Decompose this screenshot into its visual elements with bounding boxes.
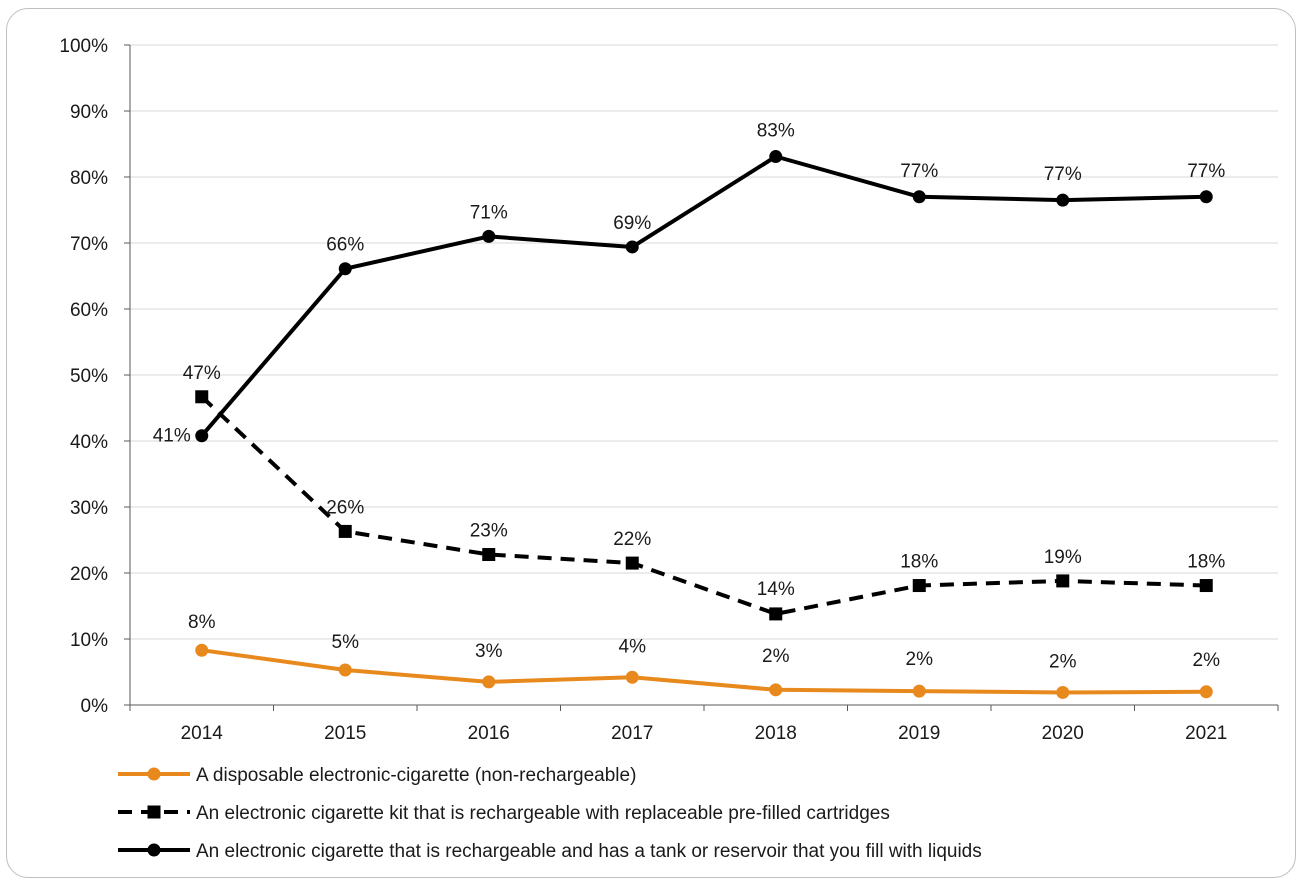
legend: A disposable electronic-cigarette (non-r… <box>118 765 982 862</box>
data-label: 47% <box>183 363 221 384</box>
y-tick-label: 50% <box>70 366 108 387</box>
data-point-marker <box>195 429 209 443</box>
series-lines <box>200 154 1207 695</box>
legend-marker <box>147 767 161 781</box>
x-tick-label: 2015 <box>324 723 366 744</box>
y-tick-label: 0% <box>81 696 109 717</box>
series-line <box>201 648 1207 695</box>
data-label: 3% <box>475 641 503 662</box>
data-point-marker <box>912 684 926 698</box>
data-point-marker <box>338 262 352 276</box>
data-point-marker <box>1199 685 1213 699</box>
legend-marker <box>147 843 161 857</box>
y-tick-label: 10% <box>70 630 108 651</box>
data-point-marker <box>1056 685 1070 699</box>
data-point-marker <box>912 190 926 204</box>
y-tick-label: 80% <box>70 168 108 189</box>
data-label: 77% <box>1187 161 1225 182</box>
y-tick-label: 60% <box>70 300 108 321</box>
data-point-marker <box>482 229 496 243</box>
chart-frame <box>6 8 1296 878</box>
data-label: 22% <box>613 529 651 550</box>
data-point-marker <box>482 675 496 689</box>
y-tick-label: 40% <box>70 432 108 453</box>
data-point-marker <box>338 663 352 677</box>
data-label: 26% <box>326 497 364 518</box>
data-label: 2% <box>906 649 934 670</box>
data-point-marker <box>195 390 209 404</box>
x-tick-label: 2020 <box>1042 723 1084 744</box>
data-label: 69% <box>613 213 651 234</box>
data-label: 5% <box>332 632 360 653</box>
gridlines <box>130 44 1278 640</box>
x-tick-label: 2018 <box>755 723 797 744</box>
data-point-marker <box>482 548 496 562</box>
data-label: 2% <box>762 646 790 667</box>
x-tick-label: 2021 <box>1185 723 1227 744</box>
x-tick-label: 2017 <box>611 723 653 744</box>
x-axis-tick-labels: 2014 2015 2016 2017 2018 2019 2020 2021 <box>181 723 1228 744</box>
data-point-marker <box>195 643 209 657</box>
y-axis-tick-labels: 0% 10% 20% 30% 40% 50% 60% 70% 80% 90% 100% <box>59 36 108 717</box>
data-label: 4% <box>619 636 647 657</box>
data-label: 2% <box>1049 651 1077 672</box>
series-line <box>200 395 1207 616</box>
series-line <box>200 154 1207 438</box>
data-point-marker <box>625 240 639 254</box>
data-point-marker <box>912 579 926 593</box>
data-label: 18% <box>900 552 938 573</box>
x-tick-label: 2014 <box>181 723 224 744</box>
y-tick-label: 20% <box>70 564 108 585</box>
legend-label: An electronic cigarette that is recharge… <box>196 841 982 862</box>
data-point-marker <box>769 150 783 164</box>
data-label: 71% <box>470 202 508 223</box>
data-point-marker <box>1199 579 1213 593</box>
data-point-marker <box>625 556 639 570</box>
data-labels: 8% 5% 3% 4% 2% 2% 2% 2% 47% 26% 23% 22% 14% 18% 19% 18%… <box>153 121 1226 673</box>
data-label: 8% <box>188 612 216 633</box>
data-label: 77% <box>1044 164 1082 185</box>
data-point-marker <box>625 670 639 684</box>
data-point-marker <box>1056 193 1070 207</box>
legend-label: An electronic cigarette kit that is rech… <box>196 803 890 824</box>
data-label: 14% <box>757 579 795 600</box>
data-point-marker <box>769 683 783 697</box>
legend-marker <box>147 805 161 819</box>
x-tick-label: 2016 <box>468 723 510 744</box>
series-markers <box>195 150 1213 699</box>
data-label: 83% <box>757 121 795 142</box>
data-point-marker <box>1056 574 1070 588</box>
x-tick-label: 2019 <box>898 723 940 744</box>
data-label: 77% <box>900 161 938 182</box>
legend-label: A disposable electronic-cigarette (non-r… <box>196 765 636 786</box>
data-point-marker <box>338 524 352 538</box>
y-tick-label: 90% <box>70 102 108 123</box>
data-label: 66% <box>326 235 364 256</box>
y-tick-label: 30% <box>70 498 108 519</box>
data-label: 18% <box>1187 552 1225 573</box>
data-label: 2% <box>1193 650 1221 671</box>
y-tick-label: 100% <box>59 36 108 57</box>
y-tick-label: 70% <box>70 234 108 255</box>
axes <box>124 44 1279 711</box>
data-point-marker <box>1199 190 1213 204</box>
data-label: 19% <box>1044 547 1082 568</box>
data-label: 23% <box>470 521 508 542</box>
data-label: 41% <box>153 426 191 447</box>
data-point-marker <box>769 607 783 621</box>
